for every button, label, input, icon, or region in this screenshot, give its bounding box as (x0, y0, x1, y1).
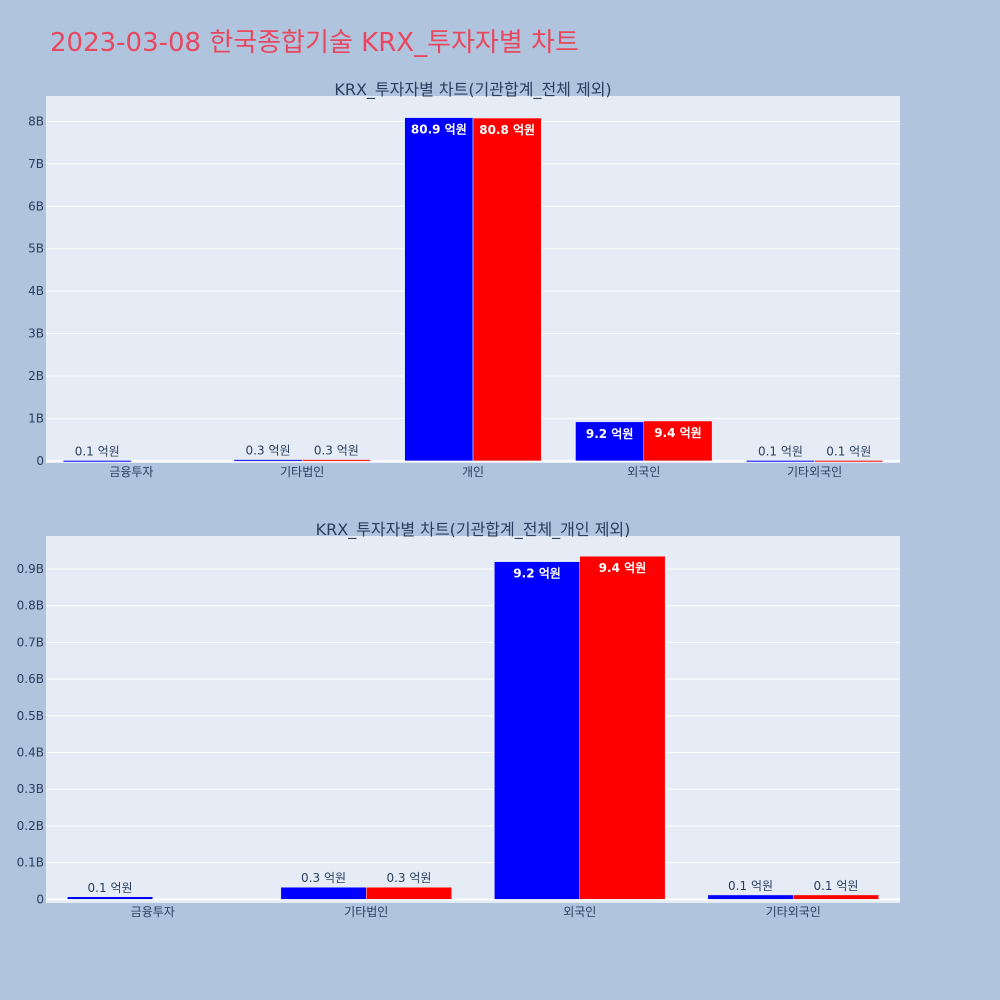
data-label: 0.1 억원 (813, 879, 858, 893)
x-tick-label: 금융투자 (131, 905, 175, 919)
y-tick-label: 0.2B (17, 819, 44, 833)
y-tick-label: 0.6B (17, 672, 44, 686)
x-tick-label: 기타법인 (344, 905, 388, 919)
bar (707, 894, 794, 900)
bar (366, 886, 452, 900)
y-tick-label: 0.5B (17, 709, 44, 723)
data-label: 0.3 억원 (301, 871, 346, 885)
data-label: 0.1 억원 (75, 444, 120, 458)
data-label: 9.4 억원 (654, 426, 702, 440)
data-label: 0.1 억원 (826, 444, 871, 458)
bar (67, 896, 153, 900)
y-tick-label: 0 (36, 892, 44, 906)
data-label: 0.1 억원 (758, 444, 803, 458)
y-tick-label: 2B (28, 369, 44, 383)
y-tick-label: 7B (28, 157, 44, 171)
y-tick-label: 0.9B (17, 562, 44, 576)
bar (575, 421, 645, 462)
y-tick-label: 0.3B (17, 782, 44, 796)
data-label: 9.2 억원 (586, 427, 634, 441)
bar (472, 117, 542, 462)
y-tick-label: 4B (28, 284, 44, 298)
y-tick-label: 1B (28, 411, 44, 425)
y-tick-label: 0.7B (17, 635, 44, 649)
chart-title: KRX_투자자별 차트(기관합계_전체 제외) (334, 80, 611, 100)
data-label: 0.1 억원 (728, 879, 773, 893)
x-tick-label: 기타외국인 (787, 465, 842, 479)
bar (494, 561, 581, 900)
y-tick-label: 0 (36, 454, 44, 468)
data-label: 0.1 억원 (88, 881, 133, 895)
y-tick-label: 8B (28, 114, 44, 128)
data-label: 80.9 억원 (411, 123, 467, 137)
y-tick-label: 5B (28, 242, 44, 256)
data-label: 0.3 억원 (314, 444, 359, 458)
data-label: 9.4 억원 (599, 561, 647, 575)
y-tick-label: 0.8B (17, 599, 44, 613)
bar (814, 460, 884, 463)
y-tick-label: 3B (28, 327, 44, 341)
bar (404, 117, 474, 462)
bar-chart-2: KRX_투자자별 차트(기관합계_전체_개인 제외) 0 0.1B 0.2B 0.3B 0… (17, 520, 900, 919)
data-label: 9.2 억원 (513, 567, 561, 581)
bar (280, 886, 367, 900)
y-tick-label: 6B (28, 199, 44, 213)
plot-area (46, 536, 900, 903)
x-tick-label: 외국인 (563, 905, 596, 919)
data-label: 0.3 억원 (386, 871, 431, 885)
bar (643, 420, 713, 462)
page-title: 2023-03-08 한국종합기술 KRX_투자자별 차트 (50, 28, 579, 58)
bar (301, 459, 371, 462)
bar-chart-1: KRX_투자자별 차트(기관합계_전체 제외) 0 1B 2B 3B 4B 5B 6B 7B 8B… (28, 80, 900, 479)
x-tick-label: 기타법인 (280, 465, 324, 479)
bar (793, 894, 879, 900)
data-label: 0.3 억원 (246, 444, 291, 458)
data-label: 80.8 억원 (479, 123, 535, 137)
x-tick-label: 외국인 (627, 465, 660, 479)
bar (62, 460, 132, 463)
x-tick-label: 기타외국인 (766, 905, 821, 919)
x-tick-label: 금융투자 (109, 465, 153, 479)
x-tick-label: 개인 (462, 465, 484, 479)
y-tick-label: 0.1B (17, 856, 44, 870)
y-tick-label: 0.4B (17, 746, 44, 760)
bar (579, 555, 666, 900)
chart-title: KRX_투자자별 차트(기관합계_전체_개인 제외) (316, 520, 631, 540)
